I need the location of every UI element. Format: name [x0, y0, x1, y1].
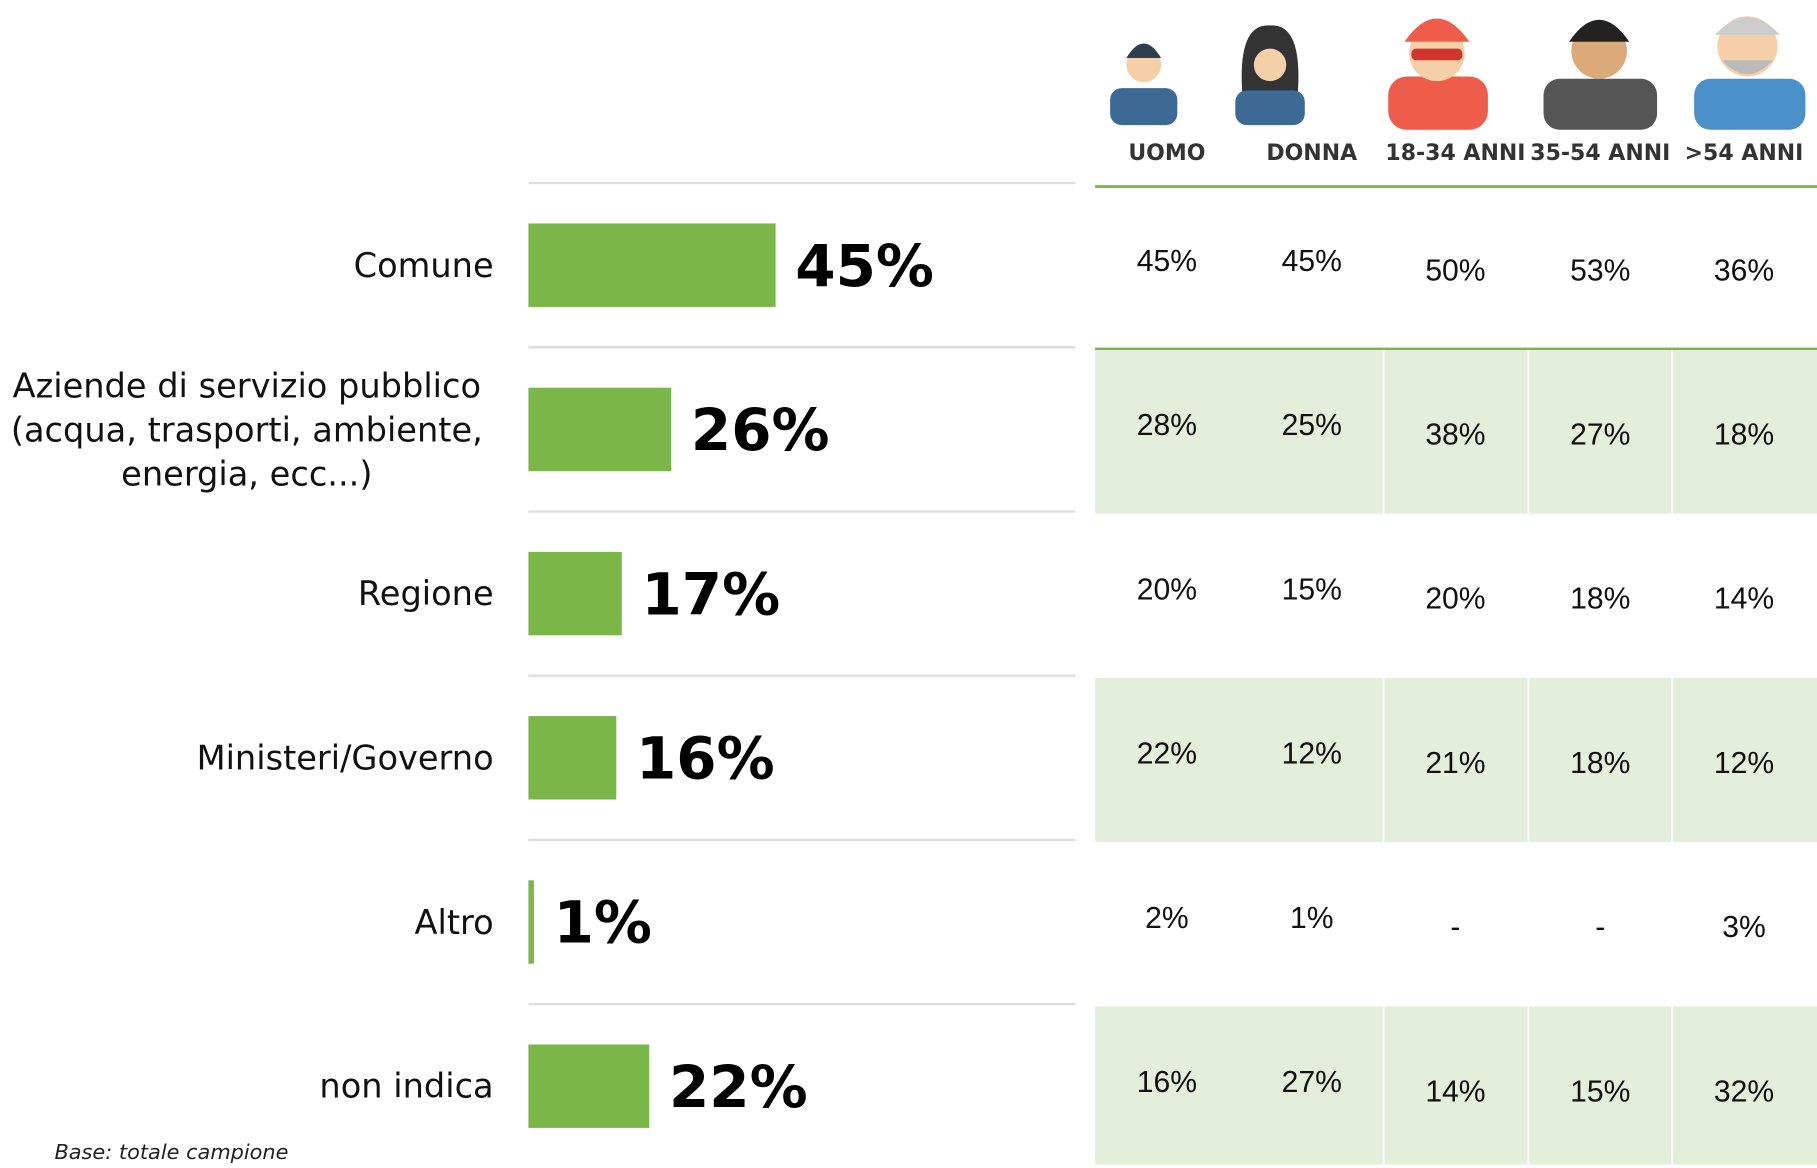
table-cell: 22% — [1137, 738, 1197, 771]
table-cell: 27% — [1282, 1066, 1342, 1099]
table-cell: 25% — [1282, 409, 1342, 442]
table-cell: 12% — [1714, 747, 1774, 780]
column-header: 18-34 ANNI — [1385, 141, 1525, 166]
table-cell: 1% — [1290, 902, 1334, 935]
category-label: Ministeri/Governo — [197, 736, 494, 780]
table-cell: 3% — [1722, 911, 1766, 944]
table-cell: 32% — [1714, 1075, 1774, 1108]
table-cell: 20% — [1425, 583, 1485, 616]
category-label: Altro — [415, 900, 494, 944]
table-cell: 45% — [1137, 245, 1197, 278]
value-label: 16% — [636, 725, 775, 793]
table-cell: 50% — [1425, 254, 1485, 287]
category-row: Regione — [0, 511, 494, 675]
column-header: UOMO — [1128, 141, 1205, 166]
table-cell: 18% — [1570, 583, 1630, 616]
table-cell: 38% — [1425, 418, 1485, 451]
table-cell: 18% — [1570, 747, 1630, 780]
category-row: non indica — [0, 1004, 494, 1168]
column-header: DONNA — [1266, 141, 1357, 166]
table-cell: 27% — [1570, 418, 1630, 451]
category-label: Aziende di servizio pubblico (acqua, tra… — [0, 363, 494, 495]
value-label: 26% — [691, 396, 830, 464]
value-label: 45% — [795, 232, 934, 300]
page: UOMO DONNA 18-34 ANNI35-54 ANNI >54 ANNI 45%… — [0, 0, 1817, 1165]
category-label: Regione — [358, 572, 494, 616]
stage: UOMO DONNA 18-34 ANNI35-54 ANNI >54 ANNI 45%… — [0, 0, 1817, 1165]
category-row: Ministeri/Governo — [0, 676, 494, 840]
table-cell: 20% — [1137, 573, 1197, 606]
bar — [528, 552, 621, 635]
table-cell: 16% — [1137, 1066, 1197, 1099]
table-cell: 14% — [1425, 1075, 1485, 1108]
category-row: Altro — [0, 840, 494, 1004]
value-label: 22% — [669, 1053, 808, 1121]
table-cell: - — [1595, 911, 1605, 944]
bar — [528, 880, 533, 963]
table-cell: 14% — [1714, 583, 1774, 616]
category-label: Comune — [354, 243, 494, 287]
table-cell: 28% — [1137, 409, 1197, 442]
table-cell: 21% — [1425, 747, 1485, 780]
table-cell: - — [1450, 911, 1460, 944]
table-cell: 36% — [1714, 254, 1774, 287]
category-row: Aziende di servizio pubblico (acqua, tra… — [0, 347, 494, 511]
table-cell: 18% — [1714, 418, 1774, 451]
bar — [528, 716, 616, 799]
table-cell: 45% — [1282, 245, 1342, 278]
bar — [528, 388, 671, 471]
value-label: 17% — [641, 560, 780, 628]
column-header: 35-54 ANNI — [1530, 141, 1670, 166]
table-cell: 15% — [1282, 573, 1342, 606]
table-cell: 12% — [1282, 738, 1342, 771]
value-label: 1% — [554, 889, 652, 957]
bar — [528, 223, 775, 306]
table-cell: 15% — [1570, 1075, 1630, 1108]
category-label: non indica — [319, 1064, 493, 1108]
table-cell: 53% — [1570, 254, 1630, 287]
bar — [528, 1044, 649, 1127]
column-header: >54 ANNI — [1685, 141, 1804, 166]
icons — [1110, 16, 1805, 130]
table-cell: 2% — [1145, 902, 1189, 935]
category-row: Comune — [0, 183, 494, 347]
